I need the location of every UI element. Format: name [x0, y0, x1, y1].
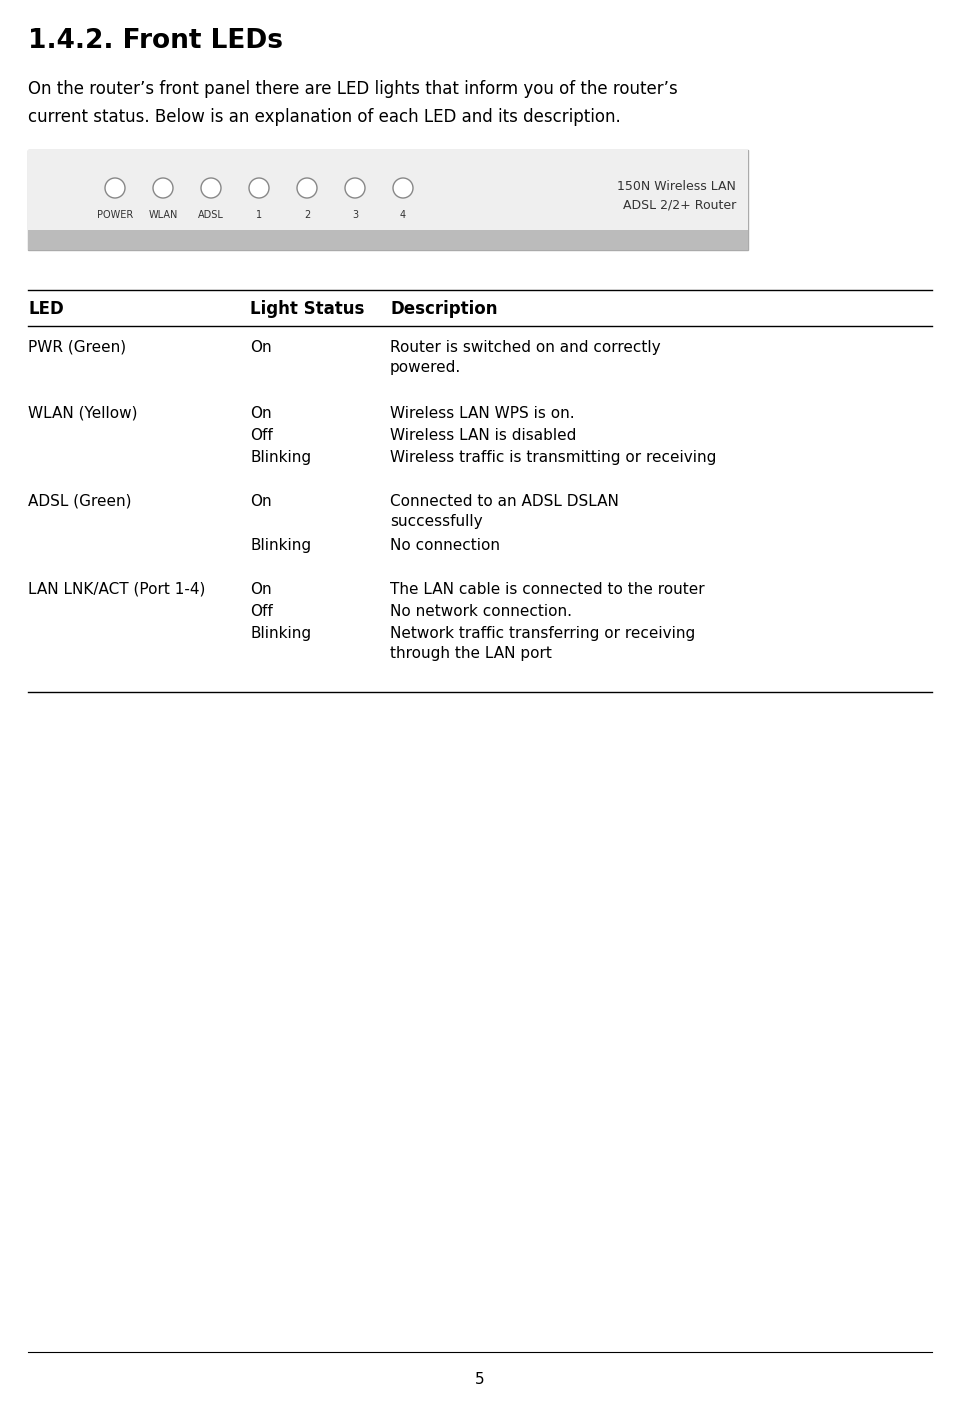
Text: Wireless LAN WPS is on.: Wireless LAN WPS is on.: [390, 407, 575, 421]
Circle shape: [105, 178, 125, 198]
Text: Off: Off: [250, 604, 273, 620]
Text: Router is switched on and correctly
powered.: Router is switched on and correctly powe…: [390, 341, 660, 374]
Text: 5: 5: [475, 1373, 485, 1387]
Circle shape: [201, 178, 221, 198]
Text: No network connection.: No network connection.: [390, 604, 572, 620]
Circle shape: [393, 178, 413, 198]
Text: 1: 1: [256, 210, 262, 220]
Text: Blinking: Blinking: [250, 538, 311, 552]
Text: On: On: [250, 407, 272, 421]
Text: ADSL: ADSL: [198, 210, 224, 220]
Text: The LAN cable is connected to the router: The LAN cable is connected to the router: [390, 582, 705, 597]
Text: 3: 3: [352, 210, 358, 220]
Text: WLAN: WLAN: [148, 210, 178, 220]
Text: 150N Wireless LAN: 150N Wireless LAN: [617, 179, 736, 193]
Circle shape: [153, 178, 173, 198]
FancyBboxPatch shape: [28, 150, 748, 230]
Text: 4: 4: [400, 210, 406, 220]
Text: POWER: POWER: [97, 210, 133, 220]
Text: No connection: No connection: [390, 538, 500, 552]
Text: On the router’s front panel there are LED lights that inform you of the router’s: On the router’s front panel there are LE…: [28, 80, 678, 98]
Text: Wireless LAN is disabled: Wireless LAN is disabled: [390, 428, 576, 443]
Text: Description: Description: [390, 300, 497, 318]
Text: 2: 2: [304, 210, 310, 220]
Text: Network traffic transferring or receiving
through the LAN port: Network traffic transferring or receivin…: [390, 627, 695, 660]
Text: On: On: [250, 582, 272, 597]
FancyBboxPatch shape: [28, 230, 748, 250]
Circle shape: [345, 178, 365, 198]
Circle shape: [297, 178, 317, 198]
Text: current status. Below is an explanation of each LED and its description.: current status. Below is an explanation …: [28, 108, 621, 126]
Text: Blinking: Blinking: [250, 627, 311, 641]
Text: On: On: [250, 494, 272, 509]
Text: Wireless traffic is transmitting or receiving: Wireless traffic is transmitting or rece…: [390, 450, 716, 465]
Text: 1.4.2. Front LEDs: 1.4.2. Front LEDs: [28, 28, 283, 55]
Text: PWR (Green): PWR (Green): [28, 341, 126, 355]
Text: WLAN (Yellow): WLAN (Yellow): [28, 407, 137, 421]
Text: LAN LNK/ACT (Port 1-4): LAN LNK/ACT (Port 1-4): [28, 582, 205, 597]
Circle shape: [249, 178, 269, 198]
Text: Light Status: Light Status: [250, 300, 365, 318]
Text: ADSL (Green): ADSL (Green): [28, 494, 132, 509]
Text: Connected to an ADSL DSLAN
successfully: Connected to an ADSL DSLAN successfully: [390, 494, 619, 529]
Text: Off: Off: [250, 428, 273, 443]
Text: ADSL 2/2+ Router: ADSL 2/2+ Router: [623, 198, 736, 210]
Text: On: On: [250, 341, 272, 355]
Text: LED: LED: [28, 300, 63, 318]
Text: Blinking: Blinking: [250, 450, 311, 465]
FancyBboxPatch shape: [28, 150, 748, 250]
